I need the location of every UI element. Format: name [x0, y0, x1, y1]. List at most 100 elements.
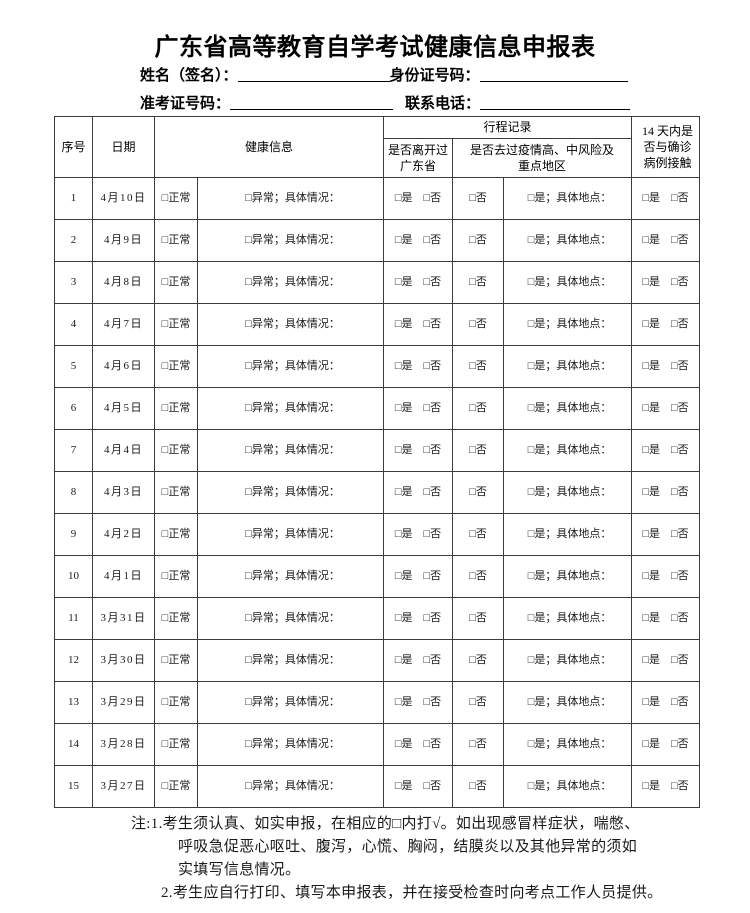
left-guangdong-checkboxes[interactable]: □是 □否	[383, 681, 454, 724]
health-abnormal-checkbox[interactable]: □异常；具体情况：	[196, 303, 385, 346]
risk-area-yes-checkbox[interactable]: □是；具体地点：	[503, 471, 633, 514]
risk-area-yes-checkbox[interactable]: □是；具体地点：	[503, 723, 633, 766]
risk-area-yes-checkbox[interactable]: □是；具体地点：	[503, 681, 633, 724]
left-guangdong-checkboxes[interactable]: □是 □否	[383, 303, 454, 346]
id-number-input-line[interactable]	[479, 67, 628, 82]
health-normal-checkbox[interactable]: □正常	[154, 639, 198, 682]
left-guangdong-checkboxes[interactable]: □是 □否	[383, 555, 454, 598]
row-date: 4月10日	[92, 177, 155, 220]
health-abnormal-checkbox[interactable]: □异常；具体情况：	[196, 471, 385, 514]
contact-14d-checkboxes[interactable]: □是 □否	[631, 681, 701, 724]
risk-area-yes-checkbox[interactable]: □是；具体地点：	[503, 345, 633, 388]
contact-14d-checkboxes[interactable]: □是 □否	[631, 765, 701, 808]
risk-area-no-checkbox[interactable]: □否	[452, 765, 505, 808]
risk-area-no-checkbox[interactable]: □否	[452, 177, 505, 220]
left-guangdong-checkboxes[interactable]: □是 □否	[383, 597, 454, 640]
risk-area-no-checkbox[interactable]: □否	[452, 261, 505, 304]
contact-14d-checkboxes[interactable]: □是 □否	[631, 471, 701, 514]
health-abnormal-checkbox[interactable]: □异常；具体情况：	[196, 387, 385, 430]
left-guangdong-checkboxes[interactable]: □是 □否	[383, 345, 454, 388]
risk-area-no-checkbox[interactable]: □否	[452, 387, 505, 430]
health-abnormal-checkbox[interactable]: □异常；具体情况：	[196, 597, 385, 640]
risk-area-yes-checkbox[interactable]: □是；具体地点：	[503, 765, 633, 808]
phone-input-line[interactable]	[480, 95, 631, 110]
left-guangdong-checkboxes[interactable]: □是 □否	[383, 723, 454, 766]
risk-area-yes-checkbox[interactable]: □是；具体地点：	[503, 303, 633, 346]
health-abnormal-checkbox[interactable]: □异常；具体情况：	[196, 681, 385, 724]
health-normal-checkbox[interactable]: □正常	[154, 429, 198, 472]
exam-number-input-line[interactable]	[230, 95, 394, 110]
risk-area-no-checkbox[interactable]: □否	[452, 723, 505, 766]
left-guangdong-checkboxes[interactable]: □是 □否	[383, 177, 454, 220]
health-abnormal-checkbox[interactable]: □异常；具体情况：	[196, 555, 385, 598]
risk-area-no-checkbox[interactable]: □否	[452, 639, 505, 682]
name-id-line: 姓名（签名）： 身份证号码：	[140, 64, 628, 84]
risk-area-yes-checkbox[interactable]: □是；具体地点：	[503, 219, 633, 262]
left-guangdong-checkboxes[interactable]: □是 □否	[383, 429, 454, 472]
risk-area-no-checkbox[interactable]: □否	[452, 513, 505, 556]
health-abnormal-checkbox[interactable]: □异常；具体情况：	[196, 345, 385, 388]
risk-area-yes-checkbox[interactable]: □是；具体地点：	[503, 639, 633, 682]
health-abnormal-checkbox[interactable]: □异常；具体情况：	[196, 723, 385, 766]
contact-14d-checkboxes[interactable]: □是 □否	[631, 429, 701, 472]
health-abnormal-checkbox[interactable]: □异常；具体情况：	[196, 261, 385, 304]
health-normal-checkbox[interactable]: □正常	[154, 597, 198, 640]
row-index: 15	[54, 765, 93, 808]
risk-area-no-checkbox[interactable]: □否	[452, 597, 505, 640]
left-guangdong-checkboxes[interactable]: □是 □否	[383, 261, 454, 304]
health-normal-checkbox[interactable]: □正常	[154, 723, 198, 766]
left-guangdong-checkboxes[interactable]: □是 □否	[383, 219, 454, 262]
health-abnormal-checkbox[interactable]: □异常；具体情况：	[196, 639, 385, 682]
health-normal-checkbox[interactable]: □正常	[154, 681, 198, 724]
contact-14d-checkboxes[interactable]: □是 □否	[631, 387, 701, 430]
risk-area-yes-checkbox[interactable]: □是；具体地点：	[503, 597, 633, 640]
risk-area-yes-checkbox[interactable]: □是；具体地点：	[503, 177, 633, 220]
risk-area-yes-checkbox[interactable]: □是；具体地点：	[503, 387, 633, 430]
contact-14d-checkboxes[interactable]: □是 □否	[631, 597, 701, 640]
health-abnormal-checkbox[interactable]: □异常；具体情况：	[196, 513, 385, 556]
row-date: 3月28日	[92, 723, 155, 766]
risk-area-yes-checkbox[interactable]: □是；具体地点：	[503, 261, 633, 304]
health-normal-checkbox[interactable]: □正常	[154, 177, 198, 220]
risk-area-no-checkbox[interactable]: □否	[452, 303, 505, 346]
contact-14d-checkboxes[interactable]: □是 □否	[631, 513, 701, 556]
health-abnormal-checkbox[interactable]: □异常；具体情况：	[196, 219, 385, 262]
contact-14d-checkboxes[interactable]: □是 □否	[631, 219, 701, 262]
left-guangdong-checkboxes[interactable]: □是 □否	[383, 513, 454, 556]
health-abnormal-checkbox[interactable]: □异常；具体情况：	[196, 765, 385, 808]
contact-14d-checkboxes[interactable]: □是 □否	[631, 345, 701, 388]
contact-14d-checkboxes[interactable]: □是 □否	[631, 723, 701, 766]
health-normal-checkbox[interactable]: □正常	[154, 513, 198, 556]
risk-area-yes-checkbox[interactable]: □是；具体地点：	[503, 555, 633, 598]
risk-area-no-checkbox[interactable]: □否	[452, 471, 505, 514]
health-normal-checkbox[interactable]: □正常	[154, 261, 198, 304]
left-guangdong-checkboxes[interactable]: □是 □否	[383, 471, 454, 514]
risk-area-no-checkbox[interactable]: □否	[452, 429, 505, 472]
name-input-line[interactable]	[237, 67, 390, 82]
table-row: 9 4月2日 □正常 □异常；具体情况： □是 □否 □否 □是；具体地点： □是 □否	[54, 513, 701, 556]
risk-area-no-checkbox[interactable]: □否	[452, 345, 505, 388]
risk-area-yes-checkbox[interactable]: □是；具体地点：	[503, 429, 633, 472]
risk-area-no-checkbox[interactable]: □否	[452, 681, 505, 724]
risk-area-no-checkbox[interactable]: □否	[452, 555, 505, 598]
risk-area-yes-checkbox[interactable]: □是；具体地点：	[503, 513, 633, 556]
health-normal-checkbox[interactable]: □正常	[154, 387, 198, 430]
risk-area-no-checkbox[interactable]: □否	[452, 219, 505, 262]
contact-14d-checkboxes[interactable]: □是 □否	[631, 177, 701, 220]
contact-14d-checkboxes[interactable]: □是 □否	[631, 303, 701, 346]
table-row: 3 4月8日 □正常 □异常；具体情况： □是 □否 □否 □是；具体地点： □是 □否	[54, 261, 701, 304]
contact-14d-checkboxes[interactable]: □是 □否	[631, 261, 701, 304]
health-abnormal-checkbox[interactable]: □异常；具体情况：	[196, 177, 385, 220]
contact-14d-checkboxes[interactable]: □是 □否	[631, 639, 701, 682]
health-normal-checkbox[interactable]: □正常	[154, 303, 198, 346]
health-normal-checkbox[interactable]: □正常	[154, 765, 198, 808]
left-guangdong-checkboxes[interactable]: □是 □否	[383, 765, 454, 808]
health-normal-checkbox[interactable]: □正常	[154, 345, 198, 388]
left-guangdong-checkboxes[interactable]: □是 □否	[383, 387, 454, 430]
health-normal-checkbox[interactable]: □正常	[154, 471, 198, 514]
health-abnormal-checkbox[interactable]: □异常；具体情况：	[196, 429, 385, 472]
health-normal-checkbox[interactable]: □正常	[154, 219, 198, 262]
left-guangdong-checkboxes[interactable]: □是 □否	[383, 639, 454, 682]
contact-14d-checkboxes[interactable]: □是 □否	[631, 555, 701, 598]
health-normal-checkbox[interactable]: □正常	[154, 555, 198, 598]
